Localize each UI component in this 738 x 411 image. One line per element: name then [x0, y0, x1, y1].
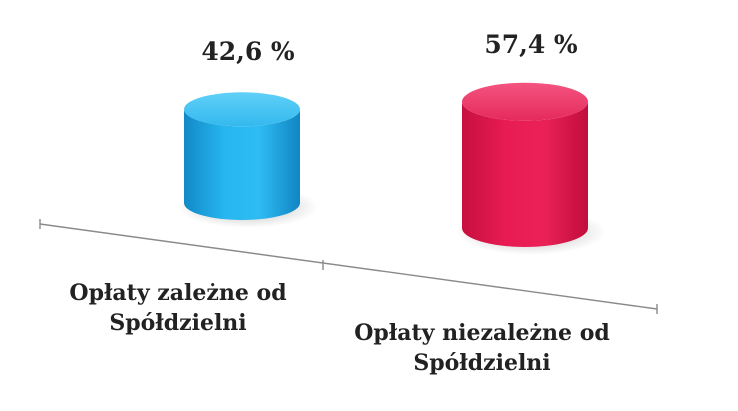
category-label: Opłaty zależne od Spółdzielni	[69, 278, 286, 338]
data-label: 57,4 %	[484, 29, 578, 59]
bar[interactable]	[184, 109, 300, 220]
category-label: Opłaty niezależne od Spółdzielni	[354, 318, 610, 378]
bar[interactable]	[462, 101, 588, 247]
category-label-line: Opłaty niezależne od	[354, 320, 610, 346]
data-label: 42,6 %	[201, 37, 295, 67]
x-axis-line	[39, 223, 658, 310]
bar-top	[462, 82, 588, 121]
category-label-line: Opłaty zależne od	[69, 280, 287, 306]
category-label-line: Spółdzielni	[109, 310, 247, 336]
category-label-line: Spółdzielni	[413, 350, 551, 376]
bar-top	[184, 92, 300, 127]
